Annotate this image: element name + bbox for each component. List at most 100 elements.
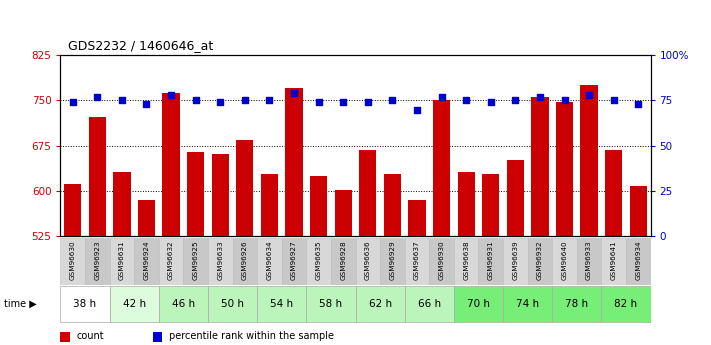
Bar xyxy=(64,184,81,236)
Bar xyxy=(408,200,426,236)
Text: 42 h: 42 h xyxy=(122,299,146,309)
Text: GSM96929: GSM96929 xyxy=(390,240,395,280)
Point xyxy=(584,92,595,98)
Point xyxy=(411,107,422,112)
Bar xyxy=(384,174,401,236)
FancyBboxPatch shape xyxy=(109,238,134,285)
Point xyxy=(461,98,472,103)
FancyBboxPatch shape xyxy=(602,238,626,285)
Text: GSM96926: GSM96926 xyxy=(242,240,248,280)
Bar xyxy=(507,160,524,236)
Point xyxy=(485,100,496,105)
Text: GSM96639: GSM96639 xyxy=(513,240,518,280)
Text: 82 h: 82 h xyxy=(614,299,638,309)
Point xyxy=(510,98,521,103)
Bar xyxy=(113,172,131,236)
Text: GSM96924: GSM96924 xyxy=(144,240,149,280)
FancyBboxPatch shape xyxy=(356,286,405,322)
Point xyxy=(436,94,447,100)
Point xyxy=(387,98,398,103)
Text: GSM96641: GSM96641 xyxy=(611,240,616,280)
Bar xyxy=(212,154,229,236)
Text: GDS2232 / 1460646_at: GDS2232 / 1460646_at xyxy=(68,39,213,52)
Bar xyxy=(556,102,573,236)
Point xyxy=(116,98,127,103)
FancyBboxPatch shape xyxy=(208,286,257,322)
Bar xyxy=(482,174,499,236)
Text: GSM96632: GSM96632 xyxy=(168,240,174,280)
Text: GSM96630: GSM96630 xyxy=(70,240,76,280)
Bar xyxy=(580,86,598,236)
FancyBboxPatch shape xyxy=(257,286,306,322)
Point xyxy=(362,100,373,105)
Bar xyxy=(433,100,450,236)
Point xyxy=(559,98,570,103)
Text: GSM96923: GSM96923 xyxy=(95,240,100,280)
Point xyxy=(215,100,226,105)
Text: percentile rank within the sample: percentile rank within the sample xyxy=(169,332,333,341)
Point xyxy=(141,101,152,107)
Bar xyxy=(163,93,180,236)
FancyBboxPatch shape xyxy=(60,286,109,322)
Text: 54 h: 54 h xyxy=(270,299,294,309)
Text: GSM96633: GSM96633 xyxy=(218,240,223,280)
Bar xyxy=(285,88,303,236)
Text: GSM96931: GSM96931 xyxy=(488,240,493,280)
Text: GSM96928: GSM96928 xyxy=(340,240,346,280)
FancyBboxPatch shape xyxy=(552,286,602,322)
Text: 46 h: 46 h xyxy=(172,299,195,309)
Bar xyxy=(138,200,155,236)
FancyBboxPatch shape xyxy=(577,238,602,285)
FancyBboxPatch shape xyxy=(479,238,503,285)
Point xyxy=(264,98,275,103)
FancyBboxPatch shape xyxy=(134,238,159,285)
FancyBboxPatch shape xyxy=(159,238,183,285)
Text: 66 h: 66 h xyxy=(417,299,441,309)
FancyBboxPatch shape xyxy=(429,238,454,285)
Text: GSM96934: GSM96934 xyxy=(635,240,641,280)
Text: GSM96634: GSM96634 xyxy=(267,240,272,280)
Point xyxy=(534,94,545,100)
Text: time ▶: time ▶ xyxy=(4,299,36,309)
FancyBboxPatch shape xyxy=(454,286,503,322)
Text: 74 h: 74 h xyxy=(516,299,539,309)
Point xyxy=(633,101,644,107)
Text: GSM96638: GSM96638 xyxy=(463,240,469,280)
Point xyxy=(190,98,201,103)
Point xyxy=(608,98,619,103)
Bar xyxy=(458,172,475,236)
FancyBboxPatch shape xyxy=(208,238,232,285)
FancyBboxPatch shape xyxy=(257,238,282,285)
Text: GSM96925: GSM96925 xyxy=(193,240,198,280)
FancyBboxPatch shape xyxy=(528,238,552,285)
FancyBboxPatch shape xyxy=(232,238,257,285)
Text: GSM96930: GSM96930 xyxy=(439,240,444,280)
Point xyxy=(289,90,300,96)
Bar xyxy=(89,117,106,236)
Point xyxy=(92,94,103,100)
Text: 70 h: 70 h xyxy=(467,299,490,309)
Point xyxy=(313,100,324,105)
Text: GSM96631: GSM96631 xyxy=(119,240,125,280)
FancyBboxPatch shape xyxy=(109,286,159,322)
FancyBboxPatch shape xyxy=(405,286,454,322)
Text: 50 h: 50 h xyxy=(221,299,244,309)
FancyBboxPatch shape xyxy=(552,238,577,285)
FancyBboxPatch shape xyxy=(60,238,85,285)
FancyBboxPatch shape xyxy=(159,286,208,322)
FancyBboxPatch shape xyxy=(306,286,356,322)
FancyBboxPatch shape xyxy=(503,286,552,322)
Text: 38 h: 38 h xyxy=(73,299,97,309)
Text: GSM96932: GSM96932 xyxy=(537,240,543,280)
Text: GSM96635: GSM96635 xyxy=(316,240,321,280)
Bar xyxy=(310,176,327,236)
FancyBboxPatch shape xyxy=(183,238,208,285)
Text: count: count xyxy=(76,332,104,341)
FancyBboxPatch shape xyxy=(454,238,479,285)
FancyBboxPatch shape xyxy=(331,238,356,285)
Text: 58 h: 58 h xyxy=(319,299,343,309)
FancyBboxPatch shape xyxy=(306,238,331,285)
FancyBboxPatch shape xyxy=(85,238,109,285)
Point xyxy=(239,98,250,103)
Bar xyxy=(531,98,548,236)
